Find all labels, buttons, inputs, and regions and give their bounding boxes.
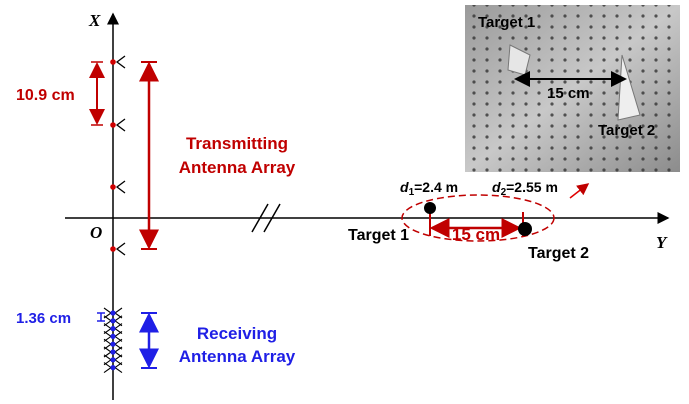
tx-dot xyxy=(110,59,116,65)
antenna-elements xyxy=(104,56,125,373)
rx-label: Antenna Array xyxy=(179,347,296,366)
d2-value: =2.55 m xyxy=(506,179,558,195)
diagram: Target 1 15 cm Target 2 X Y O 10.9 cm Tr… xyxy=(0,0,689,404)
rx-dot xyxy=(110,349,115,354)
tx-element xyxy=(117,243,125,255)
rx-dot xyxy=(110,342,115,347)
rx-dot xyxy=(110,365,115,370)
target1-dot xyxy=(424,202,436,214)
tx-element xyxy=(117,181,125,193)
target2-label: Target 2 xyxy=(528,245,589,262)
tx-element xyxy=(117,56,125,68)
d2-label: d2=2.55 m xyxy=(492,179,558,198)
tx-spacing-label: 10.9 cm xyxy=(16,87,75,104)
d1-label: d1=2.4 m xyxy=(400,179,458,198)
rx-spacing-label: 1.36 cm xyxy=(16,310,71,327)
x-axis-label: X xyxy=(88,11,101,30)
target-separation-label: 15 cm xyxy=(452,225,500,244)
photo: Target 1 15 cm Target 2 xyxy=(465,5,680,172)
rx-dot xyxy=(110,334,115,339)
photo-separation-label: 15 cm xyxy=(547,85,590,102)
d1-value: =2.4 m xyxy=(414,179,458,195)
rx-dot xyxy=(110,357,115,362)
target1-label: Target 1 xyxy=(348,227,409,244)
tx-dot xyxy=(110,184,116,190)
photo-target2-label: Target 2 xyxy=(598,122,655,139)
rx-dot xyxy=(110,326,115,331)
page: Target 1 15 cm Target 2 X Y O 10.9 cm Tr… xyxy=(0,0,689,404)
tx-dot xyxy=(110,246,116,252)
tx-label: Antenna Array xyxy=(179,158,296,177)
target2-dot xyxy=(518,222,532,236)
origin-label: O xyxy=(90,223,102,242)
tx-dot xyxy=(110,122,116,128)
rx-label: Receiving xyxy=(197,324,277,343)
photo-pointer xyxy=(570,184,588,198)
rx-dot xyxy=(110,318,115,323)
y-axis-label: Y xyxy=(656,233,668,252)
photo-target1-label: Target 1 xyxy=(478,14,535,31)
tx-element xyxy=(117,119,125,131)
tx-label: Transmitting xyxy=(186,134,288,153)
rx-dot xyxy=(110,310,115,315)
